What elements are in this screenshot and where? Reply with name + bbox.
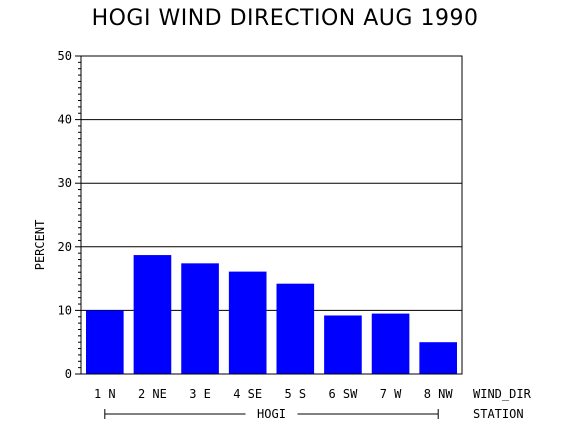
bar <box>276 283 315 374</box>
x-category-label: 2 NE <box>138 387 167 401</box>
x-category-label: 6 SW <box>328 387 358 401</box>
station-group-label: HOGI <box>257 407 286 421</box>
y-tick-label: 50 <box>58 49 72 63</box>
bar <box>133 255 172 374</box>
y-tick-label: 0 <box>65 367 72 381</box>
bar <box>371 313 410 374</box>
y-tick-label: 10 <box>58 303 72 317</box>
bar <box>86 310 124 374</box>
bar <box>228 271 267 374</box>
bar <box>324 315 362 374</box>
x-category-label: 3 E <box>189 387 211 401</box>
chart-title: HOGI WIND DIRECTION AUG 1990 <box>91 6 479 31</box>
station-axis-label: STATION <box>473 407 524 421</box>
x-category-label: 8 NW <box>424 387 454 401</box>
bar <box>181 263 219 374</box>
y-tick-label: 30 <box>58 176 72 190</box>
x-category-label: 7 W <box>380 387 402 401</box>
y-tick-label: 40 <box>58 113 72 127</box>
y-tick-label: 20 <box>58 240 72 254</box>
x-axis-label: WIND_DIR <box>473 387 532 401</box>
x-category-label: 1 N <box>94 387 116 401</box>
x-category-label: 5 S <box>284 387 306 401</box>
station-group-axis <box>104 409 439 419</box>
bar <box>419 342 457 374</box>
bars <box>86 255 457 374</box>
x-category-label: 4 SE <box>233 387 262 401</box>
y-axis: 0 10 20 30 40 50 <box>58 49 81 381</box>
y-axis-label: PERCENT <box>33 220 47 271</box>
x-axis: 1 N 2 NE 3 E 4 SE 5 S 6 SW 7 W 8 NW <box>94 387 453 401</box>
